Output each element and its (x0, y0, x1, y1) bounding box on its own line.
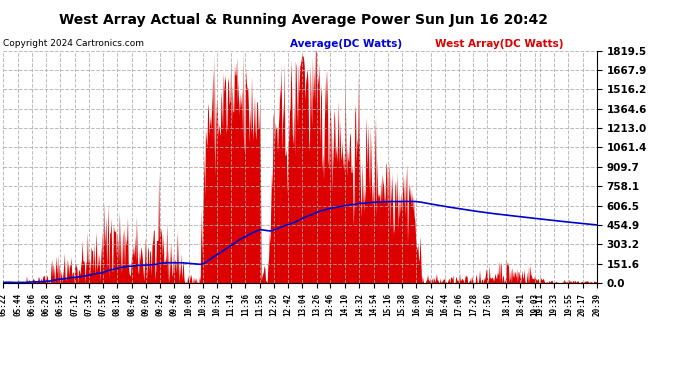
Text: West Array(DC Watts): West Array(DC Watts) (435, 39, 563, 50)
Text: West Array Actual & Running Average Power Sun Jun 16 20:42: West Array Actual & Running Average Powe… (59, 13, 548, 27)
Text: Average(DC Watts): Average(DC Watts) (290, 39, 402, 50)
Text: Copyright 2024 Cartronics.com: Copyright 2024 Cartronics.com (3, 39, 144, 48)
